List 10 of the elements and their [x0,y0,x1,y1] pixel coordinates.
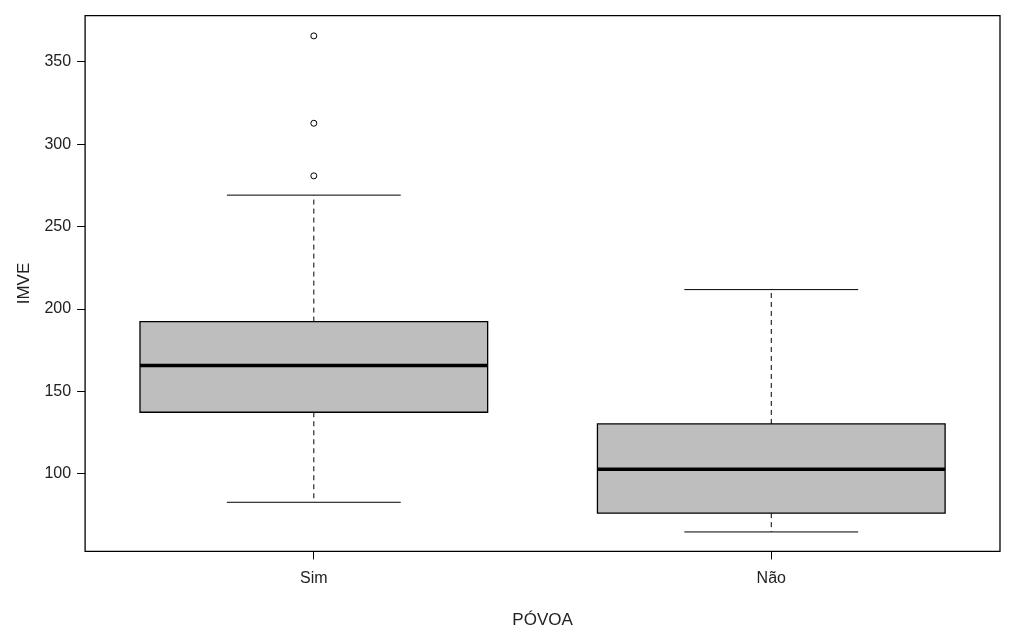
y-tick-label: 300 [44,134,72,152]
x-tick-label: Sim [300,569,328,587]
y-tick-label: 200 [44,299,72,317]
y-tick-label: 350 [44,52,72,70]
x-axis-title: PÓVOA [512,610,574,630]
y-tick-label: 100 [44,464,72,482]
y-axis-title: IMVE [13,262,33,305]
x-tick-label: Não [756,569,787,587]
y-tick-label: 250 [44,217,72,235]
y-tick-label: 150 [44,381,72,399]
